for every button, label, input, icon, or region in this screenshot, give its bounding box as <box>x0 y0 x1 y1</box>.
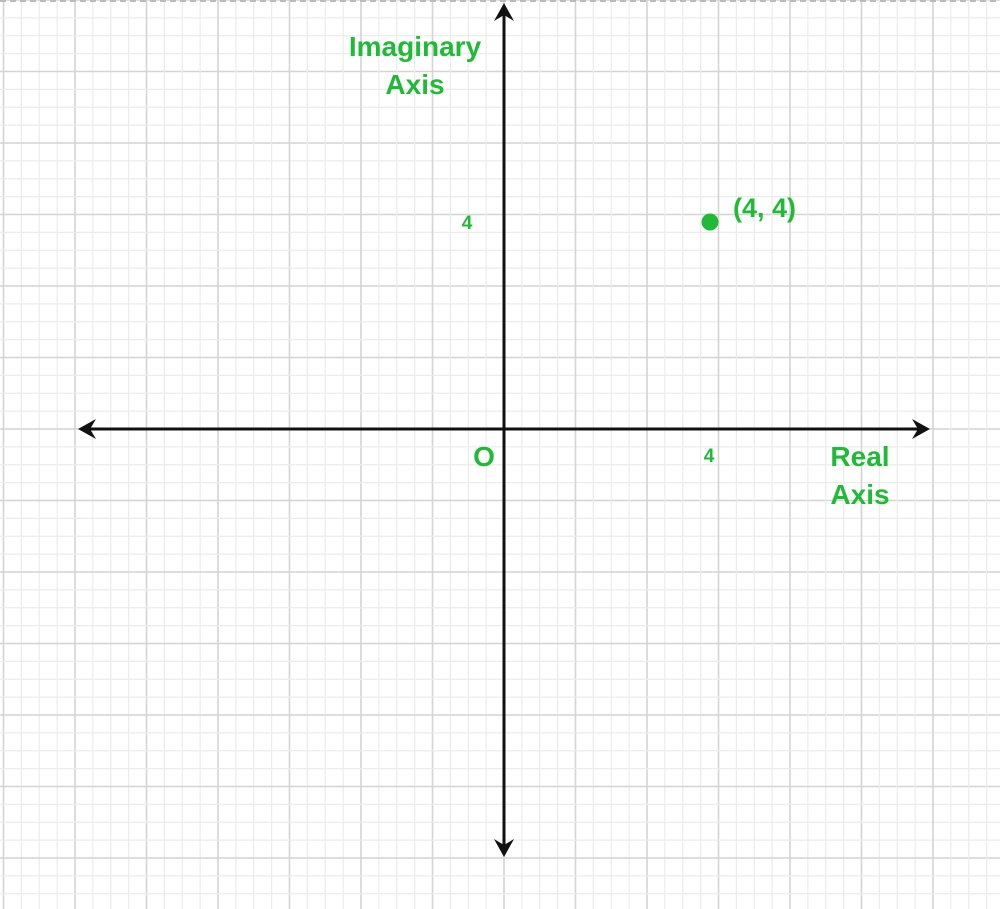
arrow-left-icon <box>78 419 96 439</box>
arrow-right-icon <box>912 419 930 439</box>
real-axis-label-line2: Axis <box>830 479 890 510</box>
y-tick-label: 4 <box>461 213 473 234</box>
arrow-up-icon <box>494 3 514 21</box>
imaginary-axis-label-line2: Axis <box>385 69 445 100</box>
real-axis-label: Real Axis <box>820 438 900 514</box>
x-tick-label: 4 <box>703 446 715 467</box>
imaginary-axis-label-line1: Imaginary <box>348 31 482 62</box>
arrow-down-icon <box>494 839 514 857</box>
origin-label: O <box>473 441 495 472</box>
imaginary-axis <box>494 3 514 857</box>
imaginary-axis-label: Imaginary Axis <box>330 28 500 104</box>
real-axis-label-line1: Real <box>830 441 890 472</box>
point-label: (4, 4) <box>733 193 797 223</box>
point-marker <box>701 213 719 231</box>
